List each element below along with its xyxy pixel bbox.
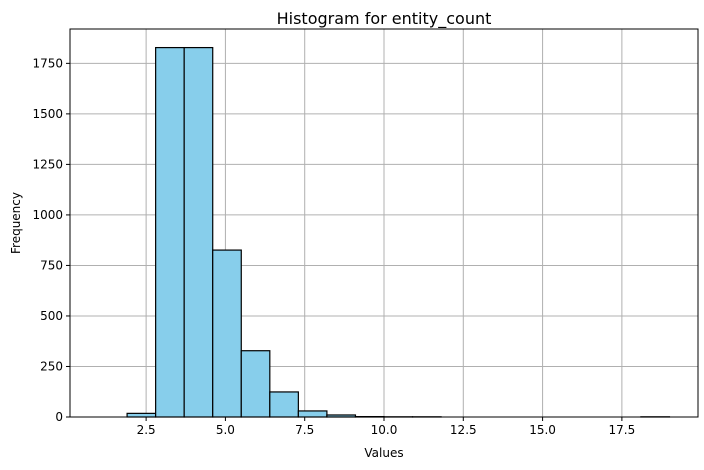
x-axis-label: Values [364,446,403,460]
histogram-bars [126,46,671,418]
y-tick-label: 1000 [32,208,63,222]
y-axis-ticks: 0 250 500 750 1000 1250 1500 1750 [32,56,70,424]
histogram-bar [155,46,185,418]
histogram-bar [240,350,271,418]
x-tick-label: 7.5 [295,423,314,437]
histogram-bar [297,410,328,418]
y-tick-label: 750 [40,258,63,272]
y-tick-label: 250 [40,359,63,373]
y-tick-label: 1500 [32,107,63,121]
x-tick-label: 12.5 [450,423,477,437]
histogram-bar [126,412,157,418]
y-tick-label: 1750 [32,56,63,70]
x-tick-label: 17.5 [609,423,636,437]
y-axis-label: Frequency [9,192,23,254]
x-tick-label: 10.0 [371,423,398,437]
y-tick-label: 500 [40,309,63,323]
histogram-bar [183,46,214,418]
histogram-bar [212,249,242,418]
x-tick-label: 5.0 [216,423,235,437]
x-tick-label: 2.5 [137,423,156,437]
x-tick-label: 15.0 [529,423,556,437]
x-axis-ticks: 2.5 5.0 7.5 10.0 12.5 15.0 17.5 [137,417,636,437]
y-tick-label: 1250 [32,157,63,171]
y-tick-label: 0 [55,410,63,424]
histogram-bar [269,391,299,418]
chart-title: Histogram for entity_count [277,9,492,29]
